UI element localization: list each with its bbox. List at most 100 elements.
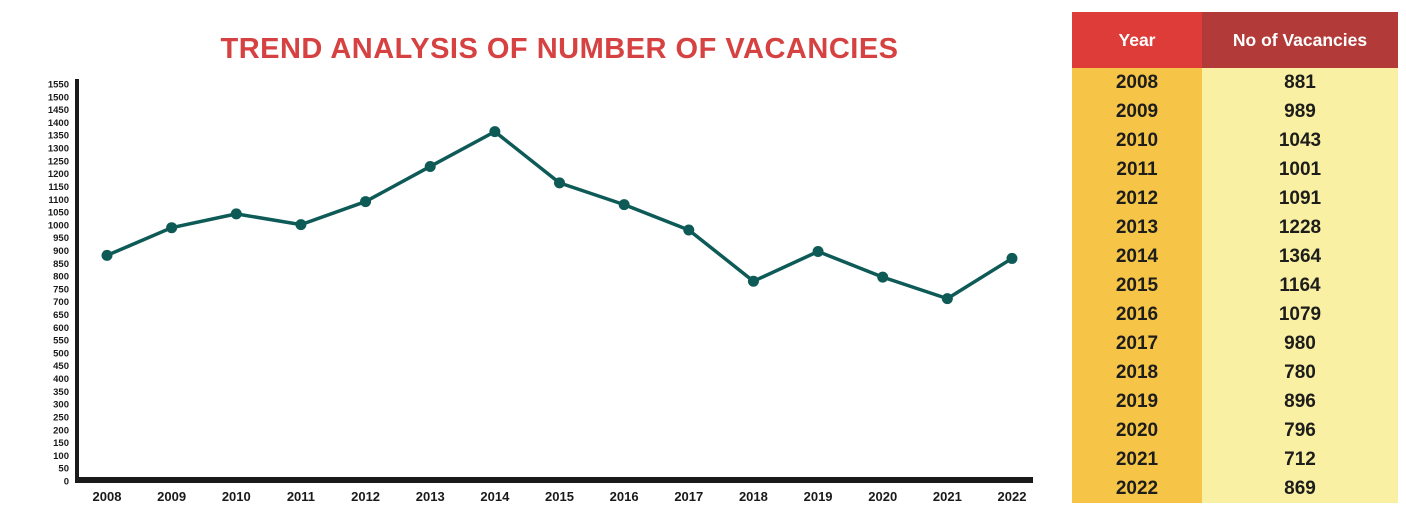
year-cell: 2016	[1072, 300, 1202, 329]
y-tick-label: 600	[53, 323, 69, 334]
x-tick-label: 2020	[868, 489, 897, 504]
table-row: 2008 881	[1072, 68, 1398, 97]
vacancies-cell: 869	[1202, 474, 1398, 503]
y-tick-label: 1150	[48, 182, 69, 193]
data-point-2010	[230, 208, 242, 220]
chart-panel: TREND ANALYSIS OF NUMBER OF VACANCIES 0 5…	[48, 33, 1033, 504]
x-tick-label: 2015	[545, 489, 574, 504]
year-cell: 2015	[1072, 271, 1202, 300]
x-tick-label: 2008	[93, 489, 122, 504]
table-row: 2021 712	[1072, 445, 1398, 474]
y-tick-label: 900	[53, 246, 69, 257]
table-row: 2014 1364	[1072, 242, 1398, 271]
y-tick-label: 750	[53, 284, 69, 295]
table-row: 2020 796	[1072, 416, 1398, 445]
table-row: 2017 980	[1072, 329, 1398, 358]
year-cell: 2011	[1072, 155, 1202, 184]
x-tick-label: 2009	[157, 489, 186, 504]
y-tick-label: 350	[53, 387, 69, 398]
data-point-2016	[618, 199, 630, 211]
y-tick-label: 1200	[48, 169, 69, 180]
vacancies-cell: 1364	[1202, 242, 1398, 271]
table-row: 2009 989	[1072, 97, 1398, 126]
data-point-2019	[812, 246, 824, 258]
data-point-2022	[1006, 252, 1018, 264]
data-point-2012	[360, 196, 372, 208]
table-row: 2010 1043	[1072, 126, 1398, 155]
data-point-2015	[554, 177, 565, 189]
data-point-2014	[489, 126, 501, 138]
year-cell: 2022	[1072, 474, 1202, 503]
y-tick-label: 0	[64, 477, 69, 488]
data-point-2017	[683, 224, 695, 236]
y-tick-label: 200	[53, 425, 69, 436]
chart-title: TREND ANALYSIS OF NUMBER OF VACANCIES	[220, 33, 899, 65]
y-tick-label: 1450	[48, 105, 69, 116]
y-tick-label: 950	[53, 233, 69, 244]
y-tick-label: 250	[53, 412, 69, 423]
y-tick-label: 100	[53, 451, 69, 462]
data-point-2020	[877, 271, 889, 283]
year-cell: 2021	[1072, 445, 1202, 474]
data-point-2013	[424, 160, 436, 172]
y-tick-label: 550	[53, 336, 69, 347]
y-tick-label: 1400	[48, 118, 69, 129]
x-tick-label: 2021	[933, 489, 962, 504]
data-point-2011	[295, 219, 307, 231]
table-row: 2022 869	[1072, 474, 1398, 503]
table-row: 2011 1001	[1072, 155, 1398, 184]
y-tick-label: 700	[53, 297, 69, 308]
table-row: 2018 780	[1072, 358, 1398, 387]
vacancies-cell: 1164	[1202, 271, 1398, 300]
y-tick-label: 1050	[48, 208, 69, 219]
vacancies-cell: 980	[1202, 329, 1398, 358]
y-tick-label: 1100	[48, 195, 69, 206]
vacancies-cell: 1228	[1202, 213, 1398, 242]
vacancies-cell: 780	[1202, 358, 1398, 387]
year-cell: 2008	[1072, 68, 1202, 97]
vacancies-cell: 989	[1202, 97, 1398, 126]
data-point-2021	[941, 293, 953, 305]
y-tick-label: 800	[53, 272, 69, 283]
y-tick-label: 1000	[48, 220, 69, 231]
x-tick-label: 2016	[610, 489, 639, 504]
y-tick-label: 400	[53, 374, 69, 385]
year-cell: 2012	[1072, 184, 1202, 213]
vacancies-cell: 896	[1202, 387, 1398, 416]
table-body: 2008 881 2009 989 2010 1043 2011 1001 2012 1091 20…	[1072, 68, 1398, 503]
year-cell: 2013	[1072, 213, 1202, 242]
vacancies-cell: 796	[1202, 416, 1398, 445]
x-tick-label: 2011	[287, 489, 315, 504]
year-cell: 2014	[1072, 242, 1202, 271]
x-tick-label: 2019	[804, 489, 833, 504]
vacancies-cell: 1043	[1202, 126, 1398, 155]
y-tick-label: 1500	[48, 92, 69, 103]
vacancies-cell: 712	[1202, 445, 1398, 474]
data-point-2009	[166, 222, 178, 234]
table-row: 2016 1079	[1072, 300, 1398, 329]
data-point-2018	[747, 275, 759, 287]
y-tick-label: 300	[53, 400, 69, 411]
year-cell: 2020	[1072, 416, 1202, 445]
table-header: Year No of Vacancies	[1072, 12, 1398, 68]
y-tick-label: 850	[53, 259, 69, 270]
y-tick-label: 1350	[48, 131, 69, 142]
x-tick-label: 2017	[674, 489, 703, 504]
y-tick-label: 150	[53, 438, 69, 449]
table-row: 2015 1164	[1072, 271, 1398, 300]
table-row: 2012 1091	[1072, 184, 1398, 213]
table-row: 2019 896	[1072, 387, 1398, 416]
x-tick-label: 2010	[222, 489, 251, 504]
vacancies-cell: 1001	[1202, 155, 1398, 184]
y-tick-label: 450	[53, 361, 69, 372]
vacancies-column-header: No of Vacancies	[1202, 12, 1398, 68]
vacancies-table: Year No of Vacancies 2008 881 2009 989 2010 1…	[1072, 12, 1398, 503]
x-tick-label: 2018	[739, 489, 768, 504]
x-tick-label: 2022	[998, 489, 1027, 504]
table-row: 2013 1228	[1072, 213, 1398, 242]
x-tick-label: 2012	[351, 489, 380, 504]
year-cell: 2017	[1072, 329, 1202, 358]
vacancies-cell: 881	[1202, 68, 1398, 97]
